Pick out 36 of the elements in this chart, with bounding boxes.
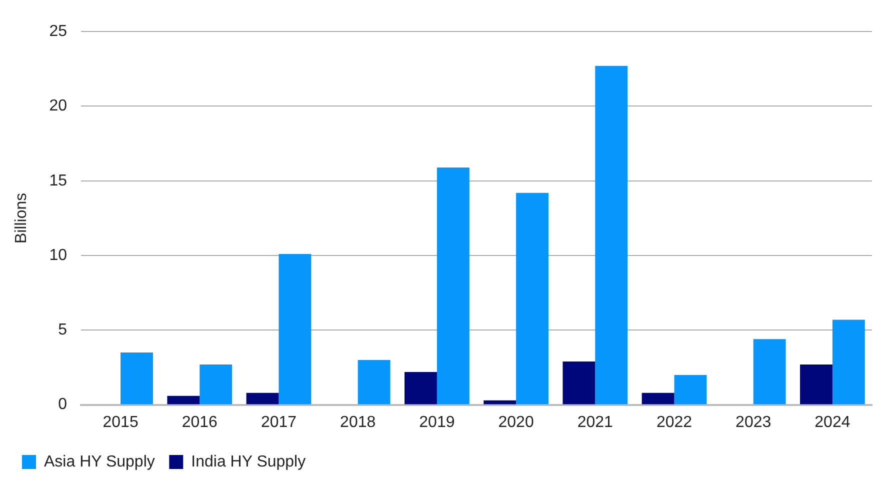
y-tick-label: 20	[49, 98, 68, 115]
bar	[595, 66, 628, 404]
x-tick-label: 2017	[260, 414, 297, 431]
bar	[800, 364, 832, 404]
bar	[404, 372, 437, 404]
x-tick-label: 2018	[340, 414, 376, 431]
bar	[562, 362, 596, 404]
y-tick-label: 10	[49, 246, 68, 264]
legend-label: Asia HY Supply	[44, 453, 155, 470]
bar	[484, 400, 516, 404]
y-tick-label: 0	[58, 396, 68, 414]
x-tick-label: 2021	[577, 414, 614, 431]
bar	[246, 392, 279, 404]
legend-label: India HY Supply	[191, 453, 306, 470]
x-tick-label: 2019	[419, 414, 455, 431]
bar	[674, 374, 707, 404]
x-tick-label: 2015	[102, 414, 138, 431]
bar	[516, 192, 548, 404]
y-tick-label: 5	[58, 322, 68, 339]
x-tick-label: 2016	[182, 414, 218, 431]
bar	[358, 360, 390, 404]
bar	[278, 254, 312, 404]
y-axis-title: Billions	[13, 192, 30, 244]
y-tick-label: 15	[49, 172, 68, 190]
y-tick-label: 25	[49, 23, 68, 40]
bar	[642, 392, 674, 404]
x-tick-label: 2022	[656, 414, 692, 431]
bar	[120, 352, 153, 404]
bar	[436, 167, 470, 404]
x-tick-label: 2023	[736, 414, 772, 431]
x-tick-label: 2020	[498, 414, 534, 431]
bar	[832, 320, 865, 404]
bar	[167, 396, 200, 404]
bar	[753, 339, 786, 404]
bar	[200, 364, 232, 404]
x-tick-label: 2024	[814, 414, 850, 431]
